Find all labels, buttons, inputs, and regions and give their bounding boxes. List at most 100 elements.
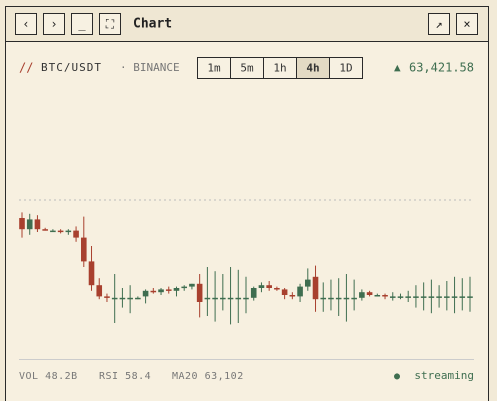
- nav-button[interactable]: ⛶: [99, 13, 121, 35]
- footer-stat: MA20 63,102: [172, 371, 244, 382]
- timeframe-button[interactable]: 1h: [263, 57, 297, 79]
- candle-body: [220, 297, 226, 300]
- nav-button-label: ⛶: [105, 17, 115, 31]
- price-arrow: ▲: [394, 61, 401, 74]
- candle-body: [420, 296, 427, 298]
- timeframe-button-box: [329, 57, 363, 79]
- candle-body: [235, 297, 242, 300]
- action-button-label: ↗: [435, 17, 442, 31]
- prefix: //: [19, 61, 33, 75]
- candle-body: [444, 296, 450, 298]
- timeframe-button[interactable]: 1m: [197, 57, 231, 79]
- candle-body: [289, 295, 296, 297]
- candle-body: [343, 297, 350, 300]
- footer-stat: RSI 58.4: [99, 371, 151, 382]
- timeframe-button[interactable]: 4h: [296, 57, 330, 79]
- candle-body: [227, 297, 234, 300]
- candle-body: [150, 290, 157, 293]
- candle-body: [297, 286, 303, 297]
- exchange: · BINANCE: [120, 61, 180, 74]
- price: 63,421.58: [409, 61, 474, 75]
- nav-button[interactable]: ›: [43, 13, 65, 35]
- candle-body: [304, 279, 311, 287]
- status-icon: ●: [394, 371, 400, 382]
- nav-button-box: [99, 13, 121, 35]
- candle-body: [382, 295, 388, 297]
- nav-button-box: [43, 13, 65, 35]
- candle-body: [80, 237, 87, 262]
- nav-button-label: _: [78, 17, 86, 31]
- candle-body: [158, 289, 164, 293]
- candle-body: [104, 296, 110, 298]
- candle-body: [26, 219, 33, 230]
- candle-body: [328, 297, 334, 300]
- candle-body: [65, 230, 72, 233]
- action-button[interactable]: ↗: [428, 13, 450, 35]
- candle-body: [389, 296, 396, 298]
- candle-body: [451, 296, 458, 298]
- candle-body: [436, 296, 442, 298]
- status: streaming: [414, 369, 474, 382]
- timeframe-button-label: 4h: [306, 62, 319, 75]
- action-button-box: [456, 13, 478, 35]
- candle-body: [142, 290, 149, 297]
- nav-button[interactable]: ‹: [15, 13, 37, 35]
- candle-body: [413, 296, 419, 298]
- candle-body: [111, 297, 118, 300]
- candle-body: [34, 219, 41, 230]
- symbol: BTC/USDT: [41, 61, 102, 74]
- candle-body: [212, 297, 218, 300]
- candle-body: [135, 297, 141, 300]
- candle-body: [189, 283, 195, 287]
- nav-button[interactable]: _: [71, 13, 93, 35]
- candle-body: [459, 296, 466, 298]
- candle-body: [96, 285, 103, 297]
- timeframe-button-label: 1D: [339, 62, 352, 75]
- candle-body: [127, 297, 133, 300]
- candle-body: [266, 285, 272, 288]
- candle-body: [258, 285, 265, 288]
- candle-body: [57, 230, 64, 233]
- nav-button-box: [15, 13, 37, 35]
- candle-body: [173, 288, 180, 291]
- candle-body: [181, 286, 188, 289]
- candle-body: [119, 297, 126, 300]
- candle-body: [467, 296, 473, 298]
- timeframe-button-label: 1m: [207, 62, 221, 75]
- candle-body: [274, 288, 280, 290]
- candle-body: [428, 296, 435, 298]
- nav-button-label: ›: [50, 17, 57, 31]
- candle-body: [351, 297, 357, 300]
- nav-button-label: ‹: [22, 17, 29, 31]
- footer-stat: VOL 48.2B: [19, 371, 78, 382]
- candle-body: [42, 229, 48, 231]
- candle-body: [281, 289, 288, 295]
- candle-body: [320, 297, 327, 300]
- timeframe-button-label: 5m: [240, 62, 254, 75]
- candle-body: [165, 289, 172, 291]
- candle-body: [359, 292, 365, 298]
- candle-body: [243, 297, 249, 300]
- action-button-box: [428, 13, 450, 35]
- candle-body: [250, 288, 257, 298]
- action-button-label: ×: [463, 17, 470, 31]
- candle-body: [405, 296, 412, 298]
- timeframe-button[interactable]: 5m: [230, 57, 264, 79]
- nav-button-box: [71, 13, 93, 35]
- candle-body: [397, 296, 404, 298]
- timeframe-button[interactable]: 1D: [329, 57, 363, 79]
- candle-body: [50, 230, 56, 233]
- candle-body: [73, 230, 79, 238]
- candle-body: [204, 297, 211, 300]
- candle-body: [196, 283, 203, 302]
- candle-body: [366, 292, 373, 295]
- candle-body: [335, 297, 342, 300]
- candle-body: [88, 261, 95, 286]
- candle-body: [374, 295, 381, 297]
- candle-body: [19, 218, 25, 230]
- window-title: Chart: [133, 17, 172, 32]
- timeframe-button-label: 1h: [273, 62, 286, 75]
- action-button[interactable]: ×: [456, 13, 478, 35]
